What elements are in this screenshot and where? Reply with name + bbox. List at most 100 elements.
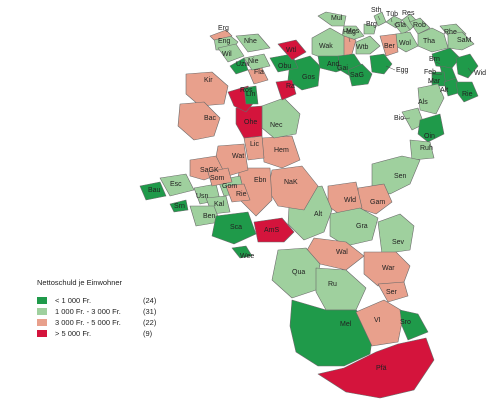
region-brn <box>431 47 461 69</box>
legend-label: < 1 000 Fr. <box>55 296 92 305</box>
legend-label: 3 000 Fr. - 5 000 Fr. <box>55 318 121 327</box>
region-ra <box>275 79 297 101</box>
region-label-als: Als <box>418 99 428 106</box>
region-label-vi: VI <box>374 317 381 324</box>
region-label-rob: Rob <box>413 22 426 29</box>
leader-line <box>348 37 351 43</box>
region-label-ohe: Ohe <box>244 119 257 126</box>
region-label-ams: AmS <box>264 227 280 234</box>
region-label-mos: Mos <box>346 28 360 35</box>
region-label-ser: Ser <box>386 289 398 296</box>
region-bau <box>139 181 167 201</box>
region-kir <box>185 71 229 107</box>
leader-line <box>443 87 449 92</box>
region-mel <box>289 299 375 367</box>
region-häg <box>341 25 365 41</box>
region-label-gam: Gam <box>370 199 385 206</box>
region-label-obu: Obu <box>278 63 291 70</box>
region-ru <box>315 267 367 311</box>
region-label-and: And <box>327 61 340 68</box>
region-nhe <box>235 33 271 53</box>
region-label-fla: Fla <box>254 69 264 76</box>
region-label-erg: Erg <box>218 25 229 32</box>
region-nie <box>243 53 271 71</box>
region-gla <box>393 21 411 35</box>
region-sam <box>447 31 475 51</box>
region-label-sro: Sro <box>400 319 411 326</box>
region-vi <box>355 299 405 347</box>
region-label-ber: Ber <box>384 43 396 50</box>
region-ber <box>379 33 399 57</box>
region-uzw <box>229 57 249 75</box>
region-label-sam: SaM <box>457 37 472 44</box>
legend-item-over-5000: > 5 000 Fr. (9) <box>37 328 167 339</box>
leader-line <box>435 61 441 65</box>
region-label-sag: SaG <box>350 72 364 79</box>
region-label-gai: Gai <box>337 65 348 72</box>
region-pfä <box>317 337 435 399</box>
region-ams <box>253 217 295 243</box>
region-label-oin: Oin <box>424 133 435 140</box>
region-label-som: Som <box>210 175 225 182</box>
region-label-ruh: Ruh <box>420 145 433 152</box>
region-label-ros: Ros <box>240 87 253 94</box>
region-wtb <box>355 35 381 55</box>
region-ohe <box>235 105 263 139</box>
region-label-bac: Bac <box>204 115 217 122</box>
region-label-sagk: SaGK <box>200 167 219 174</box>
region-mul <box>317 11 347 27</box>
region-label-wtl: Wtl <box>286 47 297 54</box>
region-label-alt: Alt <box>314 211 322 218</box>
region-label-gos: Gos <box>302 74 315 81</box>
region-label-lic: Lic <box>250 141 259 148</box>
region-esc <box>159 173 195 197</box>
region-label-kal: Kal <box>214 201 225 208</box>
region-label-ebn: Ebn <box>254 177 267 184</box>
region-label-gra: Gra <box>356 223 368 230</box>
region-label-lin: Lin <box>246 91 255 98</box>
region-sev <box>377 213 415 255</box>
region-label-ru: Ru <box>328 281 337 288</box>
region-oin <box>417 113 445 143</box>
region-label-wak: Wak <box>319 43 333 50</box>
region-label-tha: Tha <box>423 38 435 45</box>
leader-line <box>431 73 443 76</box>
region-label-wid: Wid <box>474 70 486 77</box>
region-label-wol: Wol <box>399 40 411 47</box>
region-label-pfä: Pfä <box>376 365 387 372</box>
region-label-brg: Brg <box>366 21 377 28</box>
region-som <box>207 167 233 187</box>
region-label-rhe: Rhe <box>444 29 457 36</box>
legend-title: Nettoschuld je Einwohner <box>37 278 123 287</box>
legend-swatch <box>37 308 47 315</box>
region-label-rie2: Rie <box>236 191 247 198</box>
region-bac <box>177 101 221 141</box>
region-label-bau: Bau <box>148 187 161 194</box>
legend-item-3000-5000: 3 000 Fr. - 5 000 Fr. (22) <box>37 317 167 328</box>
region-label-war: War <box>382 265 395 272</box>
region-label-nie: Nie <box>248 58 259 65</box>
region-rob <box>409 17 431 35</box>
region-label-mul: Mul <box>331 15 343 22</box>
legend-count: (31) <box>143 307 157 316</box>
leader-line <box>377 15 381 21</box>
region-brg <box>363 23 377 35</box>
region-label-eng: Eng <box>218 38 231 45</box>
region-egg <box>369 53 393 75</box>
legend-item-under-1000: < 1 000 Fr. (24) <box>37 295 167 306</box>
region-label-sth: Sth <box>371 7 382 14</box>
region-label-wee: Wee <box>240 253 254 260</box>
region-label-sca: Sca <box>230 224 242 231</box>
region-label-feb: Feb <box>424 69 436 76</box>
region-label-rie: Rie <box>462 91 473 98</box>
region-gra <box>329 207 379 247</box>
region-lic <box>243 135 265 161</box>
legend-item-1000-3000: 1 000 Fr. - 3 000 Fr. (31) <box>37 306 167 317</box>
leader-line <box>467 67 473 74</box>
legend-count: (22) <box>143 318 157 327</box>
region-rie2 <box>225 183 251 203</box>
region-ser <box>377 281 409 303</box>
region-als <box>417 83 445 115</box>
legend-label: 1 000 Fr. - 3 000 Fr. <box>55 307 121 316</box>
